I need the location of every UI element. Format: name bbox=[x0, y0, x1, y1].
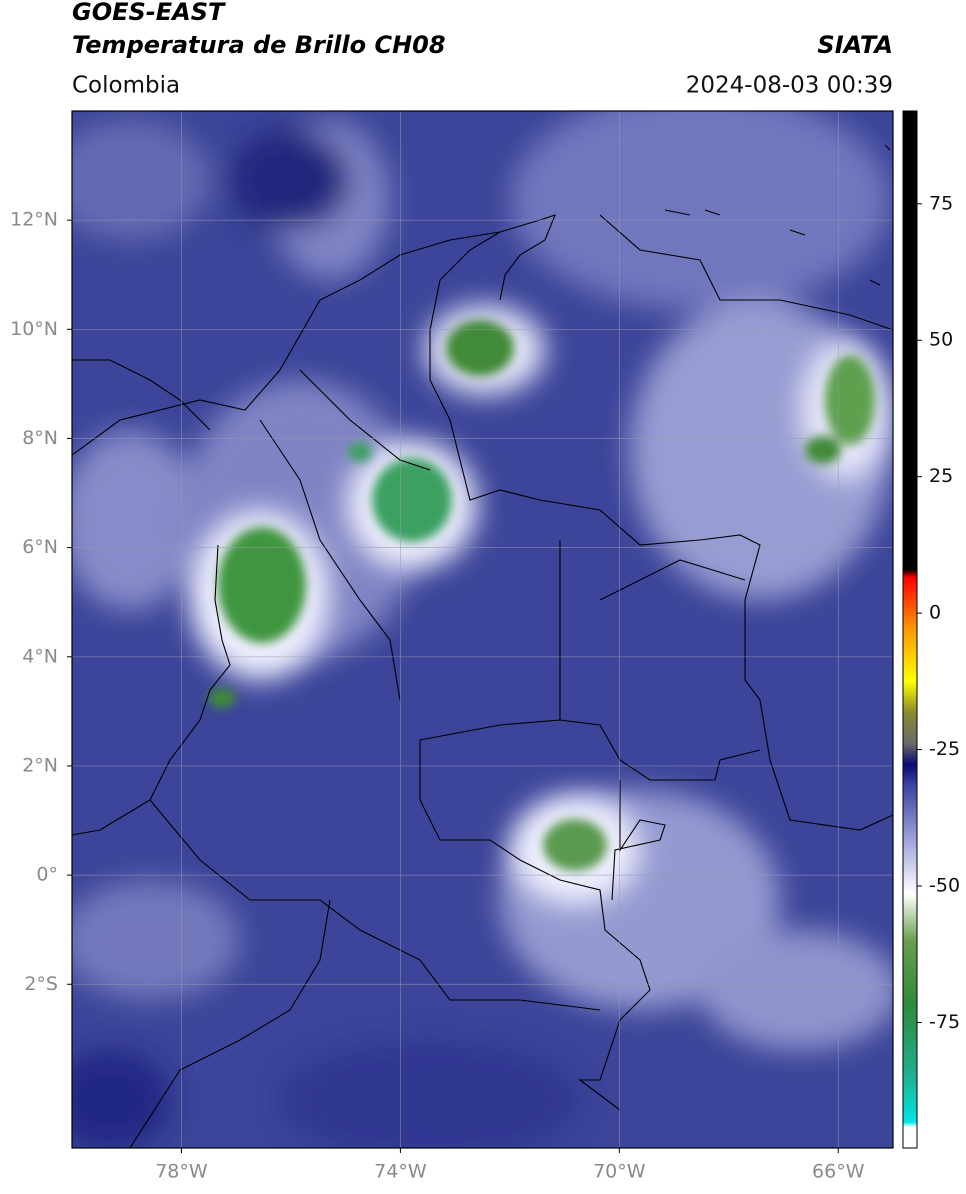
title: GOES-EAST bbox=[72, 0, 226, 26]
colorbar-tick-label: -25 bbox=[929, 738, 960, 760]
colorbar-tick-label: 25 bbox=[929, 465, 953, 487]
y-tick-label: 12°N bbox=[10, 209, 58, 231]
y-tick-label: 2°N bbox=[22, 754, 58, 776]
y-tick-label: 10°N bbox=[10, 318, 58, 340]
source: SIATA bbox=[817, 31, 893, 59]
x-tick-label: 70°W bbox=[593, 1161, 646, 1183]
borders bbox=[72, 144, 893, 1148]
colorbar-tick-label: 0 bbox=[929, 602, 941, 624]
colorbar bbox=[902, 110, 918, 1149]
x-tick-label: 74°W bbox=[374, 1161, 427, 1183]
satellite-image bbox=[72, 111, 893, 1148]
subtitle: Temperatura de Brillo CH08 bbox=[72, 31, 446, 59]
y-tick-label: 0° bbox=[36, 864, 58, 886]
region: Colombia bbox=[72, 73, 180, 99]
colorbar-tick-label: -50 bbox=[929, 875, 960, 897]
colorbar-tick-label: -75 bbox=[929, 1011, 960, 1033]
y-tick-label: 2°S bbox=[24, 973, 58, 995]
colorbar-tick-label: 50 bbox=[929, 329, 953, 351]
x-tick-label: 66°W bbox=[812, 1161, 865, 1183]
x-tick-label: 78°W bbox=[155, 1161, 208, 1183]
datetime: 2024-08-03 00:39 bbox=[686, 73, 893, 99]
y-tick-label: 8°N bbox=[22, 427, 58, 449]
map-frame bbox=[71, 110, 894, 1149]
y-tick-label: 6°N bbox=[22, 536, 58, 558]
y-tick-label: 4°N bbox=[22, 645, 58, 667]
colorbar-tick-label: 75 bbox=[929, 192, 953, 214]
gridlines bbox=[72, 111, 893, 1148]
